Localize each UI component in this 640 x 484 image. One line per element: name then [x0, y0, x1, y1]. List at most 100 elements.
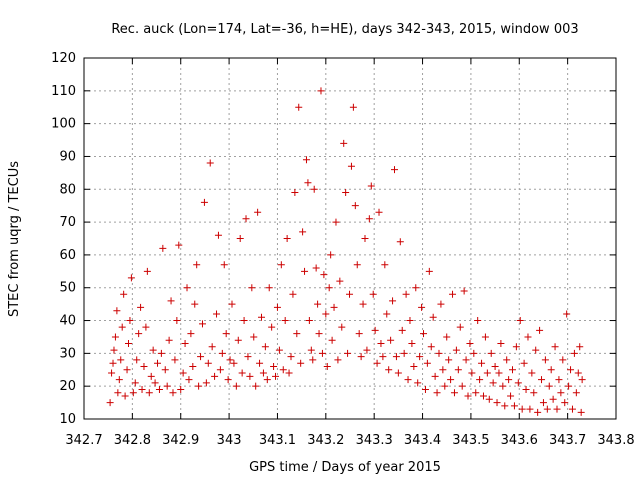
grid-lines [84, 58, 616, 419]
data-point [299, 228, 307, 236]
data-point [367, 182, 375, 190]
data-point [155, 385, 163, 393]
data-point [402, 290, 410, 298]
data-point [576, 343, 584, 351]
y-tick-label: 80 [59, 182, 76, 197]
data-point [147, 372, 155, 380]
y-tick-label: 100 [51, 117, 76, 132]
data-point [528, 369, 536, 377]
data-point [412, 284, 420, 292]
data-point [570, 349, 578, 357]
data-point [106, 399, 114, 407]
data-point [320, 271, 328, 279]
data-point [118, 323, 126, 331]
data-point [555, 376, 563, 384]
data-point [481, 333, 489, 341]
data-point [530, 389, 538, 397]
data-point [272, 372, 280, 380]
data-point [342, 189, 350, 197]
data-point [179, 369, 187, 377]
data-point [427, 343, 435, 351]
data-point [314, 300, 322, 308]
data-point [143, 267, 151, 275]
data-point [197, 353, 205, 361]
x-tick-label: 343.5 [452, 433, 489, 448]
data-point [520, 359, 528, 367]
x-axis-label: GPS time / Days of year 2015 [249, 460, 441, 475]
data-point [281, 317, 289, 325]
data-point [315, 330, 323, 338]
data-point [256, 359, 264, 367]
data-point [327, 251, 335, 259]
plot-border [83, 57, 617, 420]
data-point [458, 382, 466, 390]
data-point [297, 359, 305, 367]
data-point [509, 366, 517, 374]
data-point [279, 366, 287, 374]
data-point [129, 389, 137, 397]
data-point [109, 359, 117, 367]
data-point [159, 244, 167, 252]
data-point [120, 290, 128, 298]
data-point [443, 333, 451, 341]
data-point [216, 366, 224, 374]
x-tick-label: 343.7 [549, 433, 586, 448]
data-point [355, 330, 363, 338]
data-point [441, 382, 449, 390]
data-point [157, 349, 165, 357]
data-point [385, 366, 393, 374]
y-tick-label: 90 [59, 149, 76, 164]
data-point [472, 389, 480, 397]
data-point [431, 372, 439, 380]
data-point [218, 349, 226, 357]
y-tick-label: 120 [51, 51, 76, 66]
data-point [474, 317, 482, 325]
data-point [379, 353, 387, 361]
data-point [131, 379, 139, 387]
data-point [514, 379, 522, 387]
data-point [277, 261, 285, 269]
data-point [261, 343, 269, 351]
data-point [450, 389, 458, 397]
x-tick-label: 343.8 [597, 433, 634, 448]
data-point [171, 356, 179, 364]
data-point [495, 369, 503, 377]
data-point [175, 241, 183, 249]
data-point [330, 303, 338, 311]
data-point [304, 179, 312, 187]
data-point [187, 330, 195, 338]
data-point [553, 405, 561, 413]
data-point [189, 362, 197, 370]
data-point [518, 405, 526, 413]
data-point [578, 376, 586, 384]
data-point [445, 356, 453, 364]
data-point [204, 359, 212, 367]
data-point [214, 231, 222, 239]
x-tick-label: 342.9 [162, 433, 199, 448]
data-point [359, 300, 367, 308]
data-point [551, 343, 559, 351]
data-point [151, 379, 159, 387]
data-points [106, 87, 586, 416]
data-point [347, 162, 355, 170]
data-point [512, 343, 520, 351]
data-point [381, 261, 389, 269]
data-point [133, 356, 141, 364]
data-point [224, 376, 232, 384]
data-point [361, 235, 369, 242]
data-point [447, 376, 455, 384]
data-point [268, 323, 276, 331]
data-point [357, 353, 365, 361]
data-point [257, 313, 265, 321]
data-point [173, 317, 181, 325]
data-point [263, 376, 271, 384]
data-point [177, 385, 185, 393]
data-point [534, 408, 542, 416]
data-point [138, 385, 146, 393]
y-tick-label: 60 [59, 248, 76, 263]
data-point [310, 185, 318, 193]
data-point [541, 356, 549, 364]
data-point [406, 317, 414, 325]
